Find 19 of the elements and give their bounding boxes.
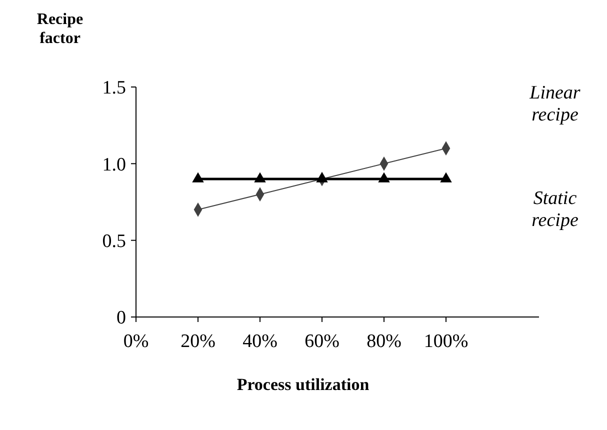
y-axis-title: Recipe factor <box>36 11 84 47</box>
point <box>254 172 266 182</box>
y-tick-label: 0.5 <box>102 230 126 252</box>
x-tick-label: 100% <box>424 331 468 352</box>
point <box>440 172 452 182</box>
text: Linear recipe <box>528 82 581 126</box>
y-tick-label: 0 <box>116 308 126 329</box>
x-tick-label: 80% <box>366 331 402 352</box>
y-tick-label: 1.0 <box>102 154 126 176</box>
x-tick-label: 0% <box>123 331 149 352</box>
point <box>378 172 390 182</box>
x-axis-title: Process utilization <box>236 375 370 394</box>
x-tick-label: 20% <box>180 331 216 352</box>
x-tick-label: 60% <box>304 331 340 352</box>
y-tick-label: 1.5 <box>102 78 126 99</box>
text: Static recipe <box>532 188 578 231</box>
point <box>192 172 204 182</box>
x-tick-label: 40% <box>242 331 278 352</box>
point <box>316 172 328 182</box>
